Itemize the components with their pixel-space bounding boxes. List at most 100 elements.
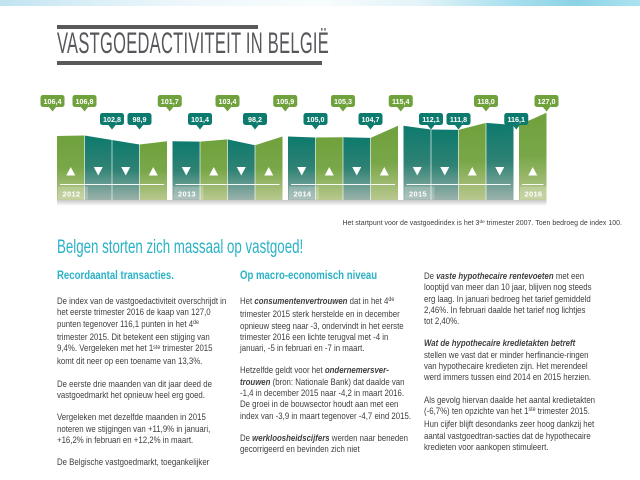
year-label: 2012 [63, 190, 81, 199]
paragraph: Het consumentenvertrouwen dat in het 4de… [240, 295, 404, 354]
chart-bar [255, 136, 283, 200]
chart-bar [431, 129, 459, 200]
page-title: VASTGOEDACTIVITEIT IN BELGIË [57, 27, 330, 60]
paragraph: Hetzelfde geldt voor het ondernemersver-… [240, 364, 412, 421]
chart-bar [227, 139, 255, 200]
value-badge [358, 113, 383, 125]
up-arrow-icon [148, 167, 158, 176]
year-label: 2014 [294, 190, 312, 199]
chart-bar [200, 139, 228, 200]
chart-bar [403, 125, 431, 200]
up-arrow-icon [324, 167, 334, 176]
value-badge [100, 113, 124, 125]
year-axis: 2012 2013 2014 2015 2016 [58, 183, 550, 200]
chart-footnote: Het startpunt voor de vastgoedindex is h… [342, 220, 622, 227]
badge-value: 116,1 [507, 115, 525, 124]
badge-value: 98,9 [133, 115, 147, 124]
value-badge [127, 113, 152, 125]
badge-value: 104,7 [362, 115, 380, 124]
value-badge [331, 95, 355, 107]
chart-bar [172, 141, 200, 200]
column-heading: Op macro-economisch niveau [240, 270, 378, 282]
up-arrow-icon [264, 167, 274, 176]
paragraph: De index van de vastgoedactiviteit overs… [57, 295, 227, 367]
top-banner-strip [0, 0, 640, 6]
value-badges: 106,4 106,8 102,8 98,9 101,7 101,4 103,4 98,2 10… [40, 95, 559, 130]
chart-bar [486, 122, 514, 200]
value-badge [40, 95, 65, 107]
up-arrow-icon [467, 167, 477, 176]
badge-value: 112,1 [422, 115, 440, 124]
badge-value: 106,4 [44, 97, 62, 106]
column-body: De index van de vastgoedactiviteit overs… [57, 295, 229, 468]
value-badge [419, 113, 443, 125]
chart-bar [84, 135, 112, 200]
value-badge [504, 113, 529, 125]
year-label: 2013 [178, 190, 196, 199]
up-arrow-icon [379, 167, 389, 176]
year-label: 2015 [409, 190, 427, 199]
paragraph: De vaste hypothecaire rentevoeten met ee… [424, 270, 592, 327]
column-body: Het consumentenvertrouwen dat in het 4de… [240, 295, 412, 455]
chart-shadow [57, 200, 547, 206]
down-arrow-icon [352, 167, 362, 176]
chart-bar [288, 136, 316, 200]
badge-value: 106,8 [76, 97, 94, 106]
trend-arrows [66, 167, 538, 176]
down-arrow-icon [297, 167, 307, 176]
badge-value: 103,4 [219, 97, 237, 106]
badge-value: 111,8 [450, 115, 467, 124]
chart-bar [458, 122, 486, 200]
column-body: De vaste hypothecaire rentevoeten met ee… [424, 270, 596, 452]
paragraph: De eerste drie maanden van dit jaar deed… [57, 377, 212, 401]
chart-bar [519, 112, 547, 200]
chart-bar [57, 135, 85, 200]
up-arrow-icon [528, 167, 538, 176]
year-label: 2016 [525, 190, 543, 199]
value-badge [243, 113, 267, 125]
paragraph: De werkloosheidscijfers werden naar bene… [240, 431, 408, 455]
badge-value: 105,3 [334, 97, 352, 106]
badge-value: 127,0 [538, 97, 556, 106]
chart-bar [343, 137, 371, 200]
article-headline: Belgen storten zich massaal op vastgoed! [57, 237, 304, 258]
down-arrow-icon [93, 167, 103, 176]
paragraph: Wat de hypothecaire kredietakten betreft… [424, 337, 592, 383]
value-badge [215, 95, 240, 107]
value-badge [72, 95, 97, 107]
title-rule-top [57, 25, 258, 29]
badge-value: 118,0 [477, 97, 495, 106]
chart-bars [57, 112, 547, 200]
badge-value: 105,9 [276, 97, 294, 106]
column-hypothecaire-kredieten: De vaste hypothecaire rentevoeten met ee… [424, 270, 596, 463]
down-arrow-icon [495, 167, 505, 176]
badge-value: 98,2 [248, 115, 262, 124]
badge-value: 115,4 [392, 97, 410, 106]
value-badge [388, 95, 413, 107]
value-badge [446, 113, 471, 125]
paragraph: De Belgische vastgoedmarkt, toegankelijk… [57, 456, 210, 468]
badge-value: 102,8 [103, 115, 121, 124]
badge-value: 105,0 [307, 115, 325, 124]
value-badge [303, 113, 328, 125]
up-arrow-icon [209, 167, 219, 176]
value-badge [273, 95, 298, 107]
column-heading: Recordaantal transacties. [57, 270, 174, 282]
column-recordaantal-transacties: Recordaantal transacties. De index van d… [57, 270, 229, 479]
badge-value: 101,7 [161, 97, 179, 106]
value-badge [474, 95, 498, 107]
down-arrow-icon [121, 167, 131, 176]
badge-value: 101,4 [191, 115, 209, 124]
chart-bar [370, 125, 398, 200]
value-badge [534, 95, 559, 107]
up-arrow-icon [66, 167, 76, 176]
chart-bar [315, 137, 343, 200]
down-arrow-icon [236, 167, 246, 176]
chart-bar [112, 140, 140, 200]
down-arrow-icon [440, 167, 450, 176]
title-rule-bottom [57, 61, 322, 65]
value-badge [157, 95, 182, 107]
chart-bar [139, 141, 167, 200]
down-arrow-icon [412, 167, 422, 176]
